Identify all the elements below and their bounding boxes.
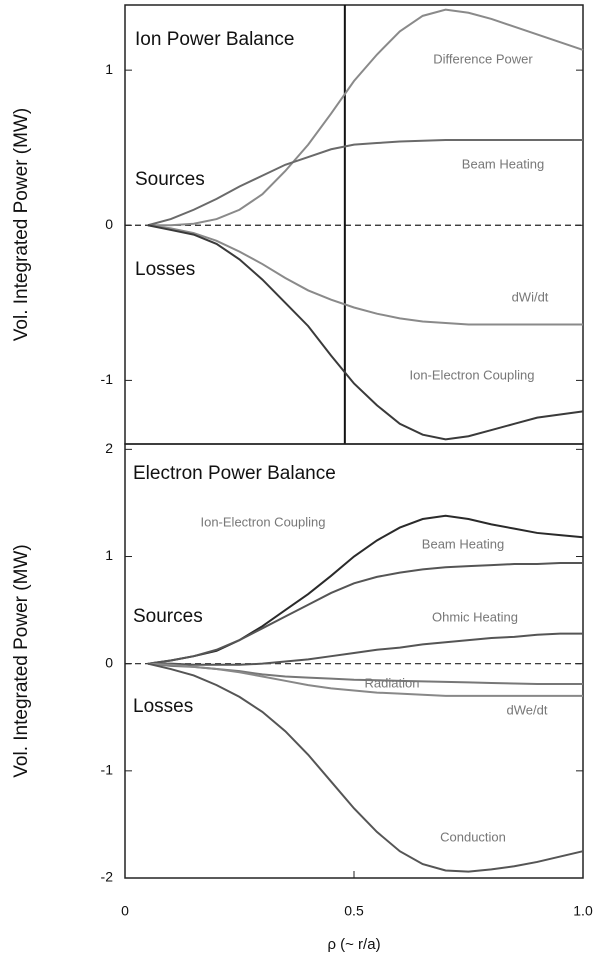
y-tick-label: 1 bbox=[105, 61, 113, 77]
plot-frame bbox=[124, 443, 584, 879]
annotation: Sources bbox=[133, 606, 203, 627]
series-line bbox=[147, 224, 583, 326]
series-line bbox=[147, 8, 584, 227]
series-label: Beam Heating bbox=[422, 536, 504, 551]
annotation: Losses bbox=[135, 259, 195, 280]
series-line bbox=[147, 138, 583, 227]
y-axis-label: Vol. Integrated Power (MW) bbox=[11, 108, 32, 341]
series-line bbox=[147, 561, 583, 665]
series-label: Ion-Electron Coupling bbox=[200, 514, 325, 529]
y-tick-label: -2 bbox=[101, 869, 114, 885]
series-label: Beam Heating bbox=[462, 156, 544, 171]
series-line bbox=[147, 224, 584, 441]
series-label: Ion-Electron Coupling bbox=[409, 367, 534, 382]
y-axis-label: Vol. Integrated Power (MW) bbox=[11, 544, 32, 777]
series-line bbox=[147, 662, 584, 873]
panel-title: Ion Power Balance bbox=[135, 29, 295, 50]
panel-title: Electron Power Balance bbox=[133, 463, 336, 484]
series-line bbox=[147, 632, 583, 666]
y-tick-label: 1 bbox=[105, 547, 113, 563]
y-tick-label: -1 bbox=[101, 762, 114, 778]
series-label: dWe/dt bbox=[507, 702, 548, 717]
x-axis-label: ρ (~ r/a) bbox=[327, 936, 380, 953]
series-label: Radiation bbox=[365, 675, 420, 690]
y-tick-label: 2 bbox=[105, 440, 113, 456]
x-tick-label: 0 bbox=[121, 903, 129, 919]
annotation: Sources bbox=[135, 169, 205, 190]
y-tick-label: -1 bbox=[101, 371, 114, 387]
y-tick-label: 0 bbox=[105, 654, 113, 670]
series-label: dWi/dt bbox=[512, 289, 549, 304]
series-label: Conduction bbox=[440, 829, 506, 844]
x-tick-label: 0.5 bbox=[344, 903, 364, 919]
series-line bbox=[147, 662, 583, 697]
series-line bbox=[147, 514, 584, 665]
series-label: Difference Power bbox=[433, 51, 533, 66]
x-tick-label: 1.0 bbox=[573, 903, 593, 919]
annotation: Losses bbox=[133, 696, 193, 717]
series-label: Ohmic Heating bbox=[432, 609, 518, 624]
y-tick-label: 0 bbox=[105, 216, 113, 232]
